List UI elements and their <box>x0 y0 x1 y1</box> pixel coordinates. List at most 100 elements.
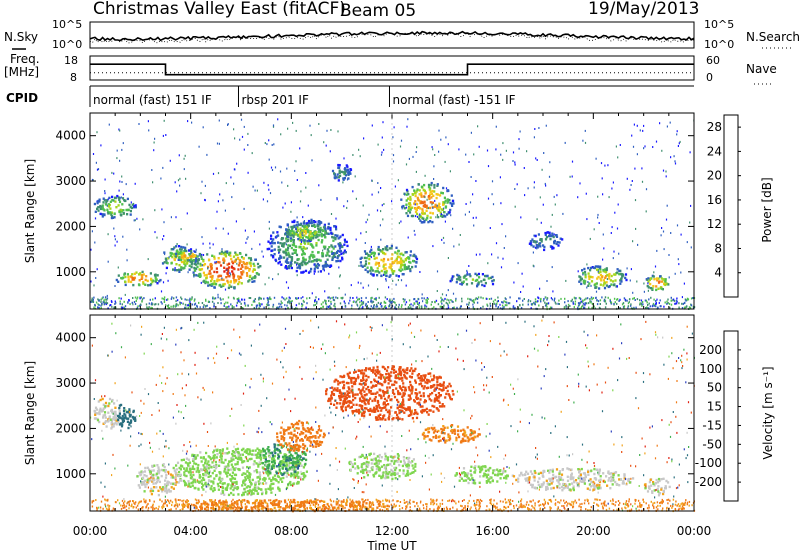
power-cell <box>337 130 339 133</box>
velocity-cell <box>272 466 275 469</box>
velocity-cell <box>292 423 295 427</box>
velocity-cell <box>341 409 345 413</box>
velocity-cell <box>308 436 311 439</box>
power-cell <box>300 261 303 265</box>
velocity-cell <box>219 449 222 452</box>
power-cell <box>270 249 273 253</box>
power-cell <box>220 298 222 301</box>
power-cell <box>289 261 293 264</box>
power-cell <box>499 307 502 310</box>
velocity-cell <box>273 462 276 465</box>
power-cell <box>522 285 524 288</box>
power-cell <box>516 183 518 186</box>
power-cell <box>503 247 505 249</box>
power-cell <box>295 304 298 307</box>
power-cell <box>177 256 180 259</box>
power-cell <box>670 299 672 302</box>
power-cell <box>366 218 369 221</box>
power-cell <box>308 234 311 237</box>
power-cell <box>301 305 303 308</box>
velocity-cell <box>183 479 186 483</box>
power-cell <box>630 304 632 307</box>
velocity-cell <box>271 451 274 454</box>
power-cell <box>492 300 495 303</box>
power-cell <box>492 279 495 282</box>
power-cell <box>308 257 311 260</box>
power-cell <box>468 273 471 276</box>
power-cell <box>290 210 292 213</box>
velocity-cell <box>173 469 176 472</box>
power-cell <box>243 125 245 128</box>
power-cell <box>641 301 644 303</box>
power-cell <box>481 273 484 276</box>
power-cell <box>118 128 120 131</box>
velocity-cell <box>171 474 174 477</box>
power-cell <box>630 307 633 310</box>
velocity-cell <box>188 482 191 485</box>
velocity-cell <box>255 456 258 459</box>
power-cell <box>415 261 418 264</box>
power-cell <box>338 287 340 290</box>
velocity-cell <box>122 420 125 424</box>
power-cell <box>599 268 602 271</box>
power-cell <box>370 300 372 303</box>
velocity-cell <box>375 370 378 374</box>
power-cell <box>534 300 537 303</box>
power-cell <box>597 213 599 216</box>
velocity-cell <box>336 387 339 390</box>
power-cell <box>334 234 337 237</box>
power-cell <box>295 160 297 163</box>
power-cell <box>396 252 399 255</box>
velocity-cell <box>122 409 126 413</box>
power-cell <box>223 270 226 273</box>
power-cell <box>548 175 551 178</box>
velocity-cell <box>226 447 229 450</box>
power-cell <box>421 293 423 296</box>
power-cell <box>158 280 161 283</box>
velocity-cell <box>221 449 224 453</box>
power-cell <box>240 267 243 270</box>
power-cell <box>382 121 384 124</box>
power-cell <box>532 245 535 248</box>
power-cell <box>106 298 108 301</box>
velocity-cell <box>157 489 160 492</box>
velocity-cell <box>275 465 278 468</box>
power-cell <box>374 263 377 266</box>
power-cell <box>300 239 303 242</box>
power-cell <box>405 199 408 202</box>
power-cell <box>598 222 600 224</box>
velocity-cell <box>95 408 98 411</box>
power-cell <box>432 245 434 248</box>
velocity-cell <box>165 473 168 477</box>
power-cell <box>504 301 507 304</box>
velocity-cell <box>246 470 249 473</box>
power-region <box>528 231 564 252</box>
velocity-cell <box>214 460 217 464</box>
power-cell <box>436 193 440 196</box>
power-cell <box>642 129 644 132</box>
power-cell <box>97 306 99 309</box>
power-cell <box>397 249 400 253</box>
power-cell <box>264 283 266 286</box>
power-cell <box>553 195 555 198</box>
power-cell <box>605 268 608 272</box>
power-cell <box>496 302 498 305</box>
power-cell <box>333 172 336 175</box>
power-cell <box>368 254 372 258</box>
power-cell <box>591 266 594 269</box>
power-cell <box>383 273 386 276</box>
power-cell <box>200 268 204 271</box>
power-cell <box>308 260 311 263</box>
velocity-cell <box>252 463 255 466</box>
velocity-cell <box>157 476 160 479</box>
velocity-cell <box>121 423 124 426</box>
velocity-cell <box>362 374 365 377</box>
velocity-cell <box>204 462 207 465</box>
velocity-cell <box>227 493 231 497</box>
power-cell <box>409 254 412 257</box>
power-cell <box>472 193 474 196</box>
power-cell <box>307 242 310 245</box>
power-cell <box>408 157 410 160</box>
power-cell <box>536 300 538 303</box>
